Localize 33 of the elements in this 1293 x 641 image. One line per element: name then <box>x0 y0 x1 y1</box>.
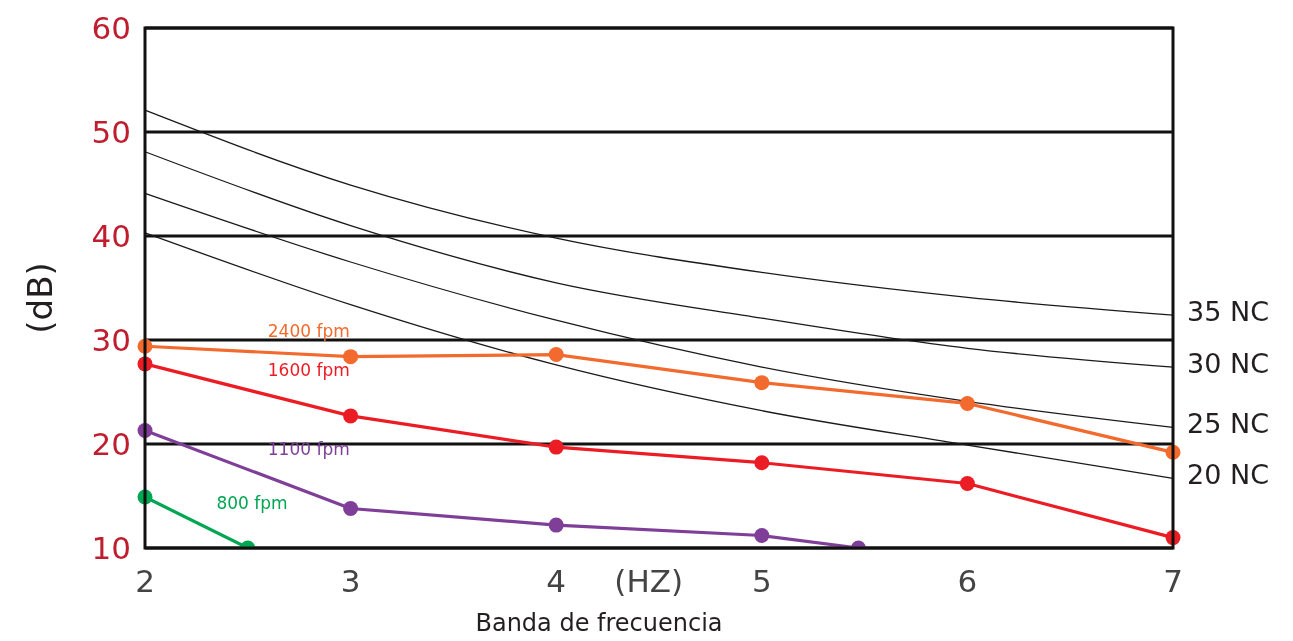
x-tick-label: 3 <box>340 563 361 599</box>
point <box>754 375 770 391</box>
x-tick-label: 5 <box>751 563 772 599</box>
point <box>754 528 770 544</box>
series-label: 25 NC <box>1187 408 1269 440</box>
series-label: 800 fpm <box>216 492 288 513</box>
y-tick-label: 20 <box>91 426 131 462</box>
y-tick-label: 50 <box>91 114 131 150</box>
y-tick-label: 60 <box>91 10 131 46</box>
point <box>548 439 564 455</box>
x-axis-title: Banda de frecuencia <box>475 609 723 637</box>
series-label: 2400 fpm <box>267 321 350 342</box>
text: (HZ) <box>614 563 684 599</box>
y-tick-label: 40 <box>91 218 131 254</box>
point <box>959 395 975 411</box>
y-axis-title: (dB) <box>20 262 60 334</box>
series-label: 1600 fpm <box>267 359 350 380</box>
point <box>959 476 975 492</box>
series-label: 1100 fpm <box>267 439 350 460</box>
point <box>343 408 359 424</box>
y-tick-label: 30 <box>91 322 131 358</box>
x-tick-label: 4 <box>546 563 567 599</box>
x-tick-label: 2 <box>135 563 155 599</box>
series-label: 30 NC <box>1187 348 1269 380</box>
y-tick-label: 10 <box>91 530 131 566</box>
series-label: 35 NC <box>1187 296 1269 328</box>
point <box>548 517 564 533</box>
point <box>754 455 770 471</box>
series-label: 20 NC <box>1187 459 1269 491</box>
x-tick-label: 6 <box>957 563 978 599</box>
x-tick-label: 7 <box>1163 563 1183 599</box>
point <box>343 500 359 516</box>
point <box>548 347 564 363</box>
